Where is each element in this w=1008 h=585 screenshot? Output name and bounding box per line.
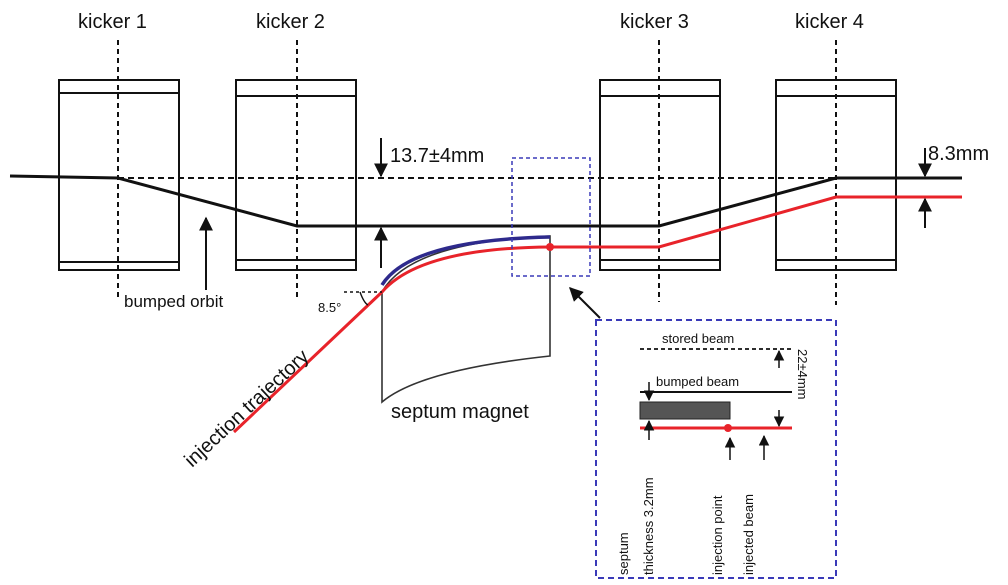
inset-septum-blade (639, 401, 731, 420)
injection-point-marker (546, 243, 554, 251)
inset-stored-beam-label: stored beam (662, 331, 734, 346)
inset-thickness-label: thickness 3.2mm (641, 477, 656, 575)
inset-injection-point-label: injection point (710, 495, 725, 575)
bumped-orbit-label: bumped orbit (124, 292, 224, 311)
kicker-1-label: kicker 1 (78, 11, 147, 33)
inset-bumped-beam-label: bumped beam (656, 374, 739, 389)
septum-magnet-label: septum magnet (391, 401, 529, 423)
injection-trajectory-label: injection trajectory (180, 346, 313, 472)
angle-label: 8.5° (318, 300, 341, 315)
zoom-region (511, 157, 591, 277)
inset-detail-panel: stored beam bumped beam 22±4mm septum th… (595, 319, 837, 579)
septum-magnet (381, 235, 551, 404)
angle-arc (359, 291, 369, 306)
kicker-3-label: kicker 3 (620, 11, 689, 33)
kicker-4-label: kicker 4 (795, 11, 864, 33)
inset-septum-label: septum (616, 532, 631, 575)
kicker-2-label: kicker 2 (256, 11, 325, 33)
zoom-pointer-arrow (569, 287, 601, 319)
bumped-orbit-line (9, 174, 962, 228)
inset-injection-point (724, 424, 732, 432)
bump-height-label: 13.7±4mm (390, 145, 484, 167)
inset-distance-label: 22±4mm (795, 349, 810, 399)
septum-blade-edge (380, 235, 551, 286)
offset-label: 8.3mm (928, 143, 989, 165)
inset-injected-beam-label: injected beam (741, 494, 756, 575)
